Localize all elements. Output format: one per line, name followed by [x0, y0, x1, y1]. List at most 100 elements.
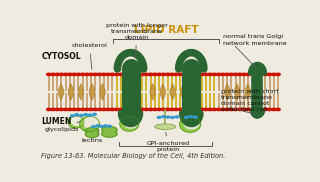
Circle shape — [166, 116, 170, 118]
Circle shape — [268, 73, 272, 76]
Circle shape — [70, 115, 74, 117]
Circle shape — [76, 108, 81, 111]
Circle shape — [242, 73, 246, 76]
Circle shape — [221, 73, 225, 76]
Circle shape — [272, 108, 276, 111]
Polygon shape — [80, 116, 100, 132]
Circle shape — [108, 125, 111, 127]
Text: LIPID RAFT: LIPID RAFT — [133, 25, 198, 35]
Circle shape — [199, 108, 204, 111]
Circle shape — [47, 73, 51, 76]
Circle shape — [276, 108, 280, 111]
Text: CYTOSOL: CYTOSOL — [41, 52, 81, 61]
Circle shape — [194, 116, 197, 118]
Circle shape — [89, 73, 93, 76]
Circle shape — [51, 73, 55, 76]
Circle shape — [199, 73, 204, 76]
Circle shape — [229, 108, 234, 111]
Polygon shape — [100, 84, 106, 100]
Circle shape — [242, 108, 246, 111]
Polygon shape — [89, 84, 95, 100]
Circle shape — [93, 73, 98, 76]
Circle shape — [246, 108, 251, 111]
Circle shape — [96, 125, 99, 127]
Circle shape — [217, 73, 221, 76]
Polygon shape — [78, 84, 84, 100]
Circle shape — [140, 108, 144, 111]
Circle shape — [153, 73, 157, 76]
Circle shape — [59, 108, 64, 111]
Circle shape — [204, 73, 208, 76]
Polygon shape — [160, 84, 166, 100]
Polygon shape — [184, 118, 199, 129]
Circle shape — [51, 108, 55, 111]
Circle shape — [84, 114, 87, 116]
Circle shape — [55, 73, 59, 76]
Circle shape — [115, 108, 119, 111]
Polygon shape — [170, 84, 176, 100]
Polygon shape — [120, 117, 139, 131]
Circle shape — [106, 108, 110, 111]
Circle shape — [221, 108, 225, 111]
Text: GPI-anchored
protein: GPI-anchored protein — [147, 132, 190, 152]
Circle shape — [110, 73, 115, 76]
Circle shape — [100, 125, 103, 127]
Circle shape — [102, 108, 106, 111]
Circle shape — [148, 108, 153, 111]
Circle shape — [161, 73, 165, 76]
Circle shape — [85, 73, 89, 76]
Circle shape — [212, 73, 216, 76]
Circle shape — [85, 108, 89, 111]
Polygon shape — [58, 84, 64, 100]
Polygon shape — [180, 84, 186, 100]
Circle shape — [263, 73, 268, 76]
Circle shape — [148, 73, 153, 76]
Circle shape — [263, 108, 268, 111]
Circle shape — [144, 108, 148, 111]
Circle shape — [72, 73, 76, 76]
Circle shape — [225, 108, 229, 111]
Circle shape — [76, 73, 81, 76]
Circle shape — [79, 114, 83, 116]
Circle shape — [93, 108, 98, 111]
Circle shape — [47, 108, 51, 111]
Polygon shape — [68, 116, 84, 128]
Circle shape — [174, 73, 178, 76]
Circle shape — [178, 108, 182, 111]
Circle shape — [68, 108, 72, 111]
Text: protein with longer
transmembrane
domain: protein with longer transmembrane domain — [106, 23, 168, 58]
Circle shape — [140, 73, 144, 76]
Circle shape — [64, 73, 68, 76]
Polygon shape — [180, 117, 200, 132]
Circle shape — [238, 73, 242, 76]
Polygon shape — [85, 128, 99, 137]
Circle shape — [171, 116, 174, 118]
Polygon shape — [102, 126, 117, 137]
Circle shape — [212, 108, 216, 111]
Circle shape — [55, 108, 59, 111]
Circle shape — [81, 73, 85, 76]
Circle shape — [165, 73, 170, 76]
Circle shape — [59, 73, 64, 76]
Circle shape — [165, 108, 170, 111]
Text: glycolipids: glycolipids — [45, 121, 81, 132]
Circle shape — [246, 73, 251, 76]
Circle shape — [89, 108, 93, 111]
Circle shape — [217, 108, 221, 111]
Circle shape — [98, 73, 102, 76]
Ellipse shape — [155, 124, 176, 129]
Circle shape — [72, 108, 76, 111]
Circle shape — [102, 73, 106, 76]
Circle shape — [174, 108, 178, 111]
Circle shape — [208, 108, 212, 111]
Polygon shape — [224, 84, 230, 100]
Text: lectins: lectins — [81, 133, 102, 143]
Text: protein with short
transmembrane
domain cannot
enter lipid raft: protein with short transmembrane domain … — [221, 88, 279, 112]
Polygon shape — [150, 84, 156, 100]
Circle shape — [189, 116, 193, 118]
Text: cholesterol: cholesterol — [72, 43, 108, 70]
Polygon shape — [71, 117, 83, 125]
Circle shape — [170, 73, 174, 76]
Circle shape — [178, 73, 182, 76]
Polygon shape — [68, 84, 74, 100]
